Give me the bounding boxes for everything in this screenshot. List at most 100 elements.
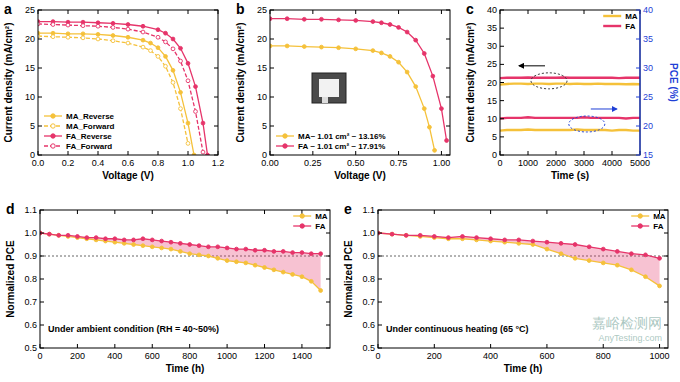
series-line	[270, 46, 435, 150]
frame	[378, 210, 668, 348]
y-tick	[38, 97, 42, 98]
y-tick-label: 0.6	[362, 320, 375, 330]
point	[141, 24, 145, 28]
y-tick	[40, 256, 44, 257]
panel: a0.00.20.40.60.81.01.20510152025Voltage …	[3, 1, 224, 181]
y-tick-label: 0.9	[362, 251, 375, 261]
x-tick	[77, 210, 78, 214]
y-tick	[40, 210, 44, 211]
legend-label: MA	[653, 212, 666, 221]
y2-tick-label: 35	[643, 34, 653, 44]
point	[96, 32, 100, 36]
series-line	[500, 76, 640, 79]
y-axis-title: Normalized PCE	[5, 240, 16, 318]
x-tick-label: 200	[70, 351, 85, 361]
y-tick	[38, 68, 42, 69]
point	[422, 52, 426, 56]
point	[573, 256, 577, 260]
point	[66, 23, 70, 27]
point	[309, 279, 313, 283]
y-tick	[378, 210, 382, 211]
x-tick	[612, 10, 613, 14]
point	[141, 45, 145, 49]
x-tick	[500, 151, 501, 155]
y-tick	[326, 210, 330, 211]
point	[66, 233, 70, 237]
gap-fill	[40, 233, 321, 291]
annotation: Under ambient condition (RH = 40~50%)	[48, 324, 219, 334]
point	[388, 55, 392, 59]
legend-marker	[51, 114, 55, 118]
x-axis-title: Time (h)	[166, 363, 205, 374]
point	[206, 245, 210, 249]
x-tick-label: 1000	[650, 351, 670, 361]
point	[149, 41, 153, 45]
frame	[500, 10, 640, 155]
point	[644, 253, 648, 257]
series-line	[38, 33, 194, 155]
point	[531, 239, 535, 243]
x-tick	[264, 344, 265, 348]
point	[150, 245, 154, 249]
point	[85, 236, 89, 240]
y-axis-title: Current density (mA/cm²)	[465, 22, 476, 142]
point	[164, 64, 168, 68]
point	[206, 254, 210, 258]
y-tick-label: 15	[25, 63, 35, 73]
point	[414, 38, 418, 42]
x-tick-label: 600	[539, 351, 554, 361]
point	[644, 275, 648, 279]
point	[244, 261, 248, 265]
x-tick	[188, 151, 189, 155]
point	[414, 85, 418, 89]
legend-label: MA~ 1.01 cm² ~ 13.16%	[298, 132, 386, 141]
point	[291, 273, 295, 277]
x-tick	[227, 210, 228, 214]
x-tick	[355, 151, 356, 155]
x-tick	[490, 210, 491, 214]
point	[428, 125, 432, 129]
y-tick	[500, 64, 504, 65]
panel: d02004006008001000120014000.50.60.70.80.…	[5, 201, 330, 374]
point	[253, 263, 257, 267]
legend-marker	[283, 134, 287, 138]
point	[405, 70, 409, 74]
panel: c010002000300040005000051015202530354015…	[465, 1, 679, 181]
x-tick-label: 0.50	[347, 158, 365, 168]
panel-letter: a	[4, 1, 12, 17]
x-tick-label: 0	[37, 351, 42, 361]
point	[126, 23, 130, 27]
x-tick	[264, 210, 265, 214]
y-tick	[326, 325, 330, 326]
point	[371, 20, 375, 24]
y-tick-label: 0.6	[24, 320, 37, 330]
x-tick	[301, 344, 302, 348]
point	[186, 61, 190, 65]
legend-label: FA	[653, 222, 663, 231]
x-tick	[603, 344, 604, 348]
point	[113, 237, 117, 241]
y-tick	[664, 210, 668, 211]
point	[186, 121, 190, 125]
x-tick	[378, 210, 379, 214]
y-tick-label: 0.9	[24, 251, 37, 261]
x-tick-label: 1200	[255, 351, 275, 361]
point	[160, 246, 164, 250]
point	[57, 233, 61, 237]
point	[111, 26, 115, 30]
x-tick	[152, 344, 153, 348]
point	[300, 275, 304, 279]
legend-marker	[638, 214, 642, 218]
x-tick	[114, 344, 115, 348]
legend-label: FA_Forward	[66, 142, 112, 151]
inset-photo-contact	[322, 97, 328, 103]
y-tick	[270, 68, 274, 69]
point	[179, 59, 183, 63]
point	[197, 244, 201, 248]
legend-label: MA_Forward	[66, 122, 115, 131]
point	[171, 47, 175, 51]
legend-label: FA	[315, 222, 325, 231]
x-tick	[612, 151, 613, 155]
point	[178, 250, 182, 254]
series-line	[38, 36, 188, 143]
